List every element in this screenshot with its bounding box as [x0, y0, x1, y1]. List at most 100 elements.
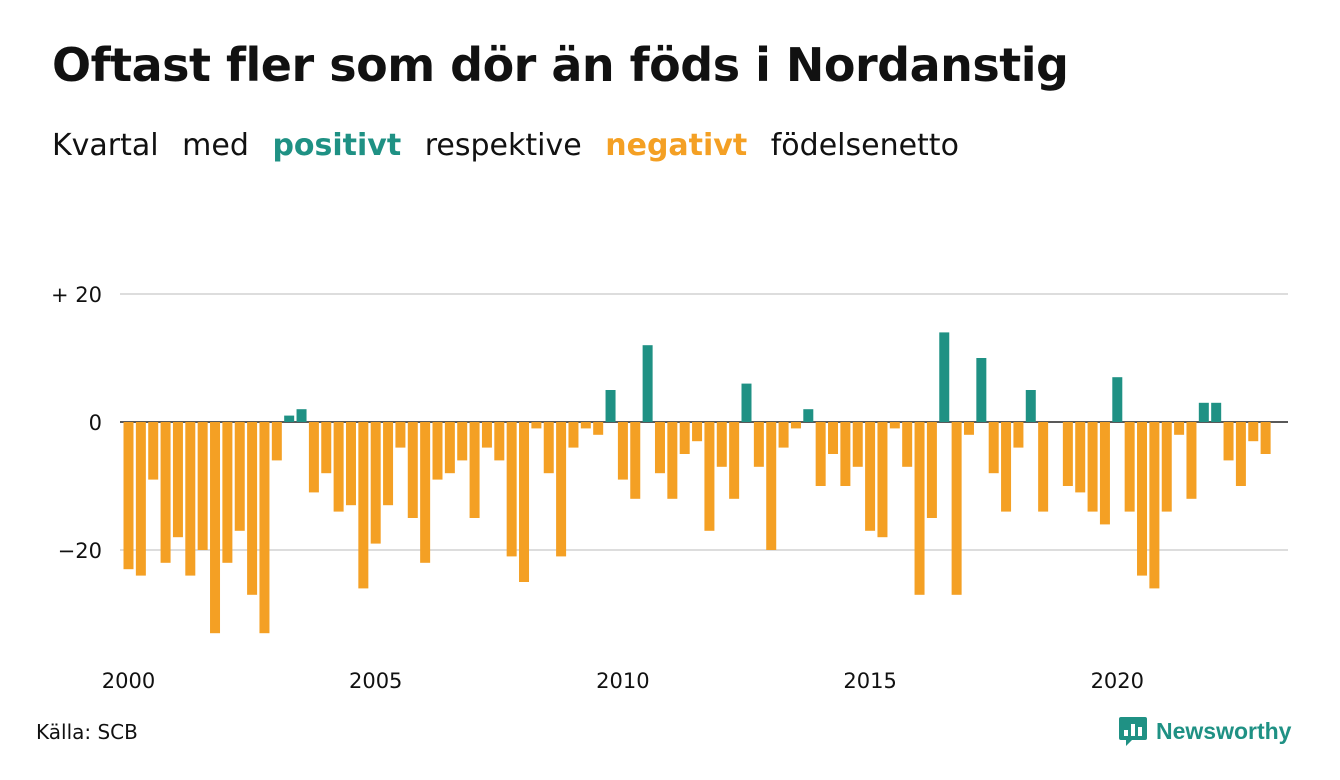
bar-positive — [1112, 377, 1123, 422]
bar-negative — [148, 422, 159, 480]
bar-negative — [1248, 422, 1259, 442]
bar-negative — [1161, 422, 1172, 512]
bar-negative — [1137, 422, 1148, 576]
bar-negative — [259, 422, 270, 634]
bar-negative — [210, 422, 221, 634]
bar-negative — [692, 422, 703, 442]
bar-negative — [1001, 422, 1012, 512]
bar-positive — [803, 409, 814, 422]
axis-labels: + 20 0 −20 2000 2005 2010 2015 2020 — [51, 283, 1144, 693]
bar-negative — [790, 422, 801, 429]
x-tick-label: 2005 — [349, 669, 402, 693]
bar-negative — [358, 422, 369, 589]
bar-negative — [432, 422, 443, 480]
bar-positive — [642, 345, 653, 422]
x-tick-label: 2010 — [596, 669, 649, 693]
bar-negative — [1149, 422, 1160, 589]
bar-negative — [828, 422, 839, 454]
bar-negative — [1174, 422, 1185, 435]
subtitle-part-2: respektive — [424, 128, 582, 163]
chart-title: Oftast fler som dör än föds i Nordanstig — [52, 38, 1069, 92]
y-tick-label: 0 — [89, 411, 102, 435]
bar-negative — [704, 422, 715, 531]
bar-negative — [1038, 422, 1049, 512]
brand-logo: Newsworthy — [1118, 714, 1291, 748]
bar-negative — [321, 422, 332, 474]
bar-negative — [247, 422, 258, 595]
bar-positive — [1211, 402, 1222, 422]
bar-positive — [605, 390, 616, 422]
bar-negative — [271, 422, 282, 461]
bar-positive — [741, 383, 752, 422]
bar-negative — [160, 422, 171, 563]
bar-negative — [667, 422, 678, 499]
bar-negative — [494, 422, 505, 461]
bar-negative — [234, 422, 245, 531]
bar-negative — [1223, 422, 1234, 461]
bar-negative — [815, 422, 826, 486]
subtitle-positive-word: positivt — [272, 128, 402, 163]
bar-negative — [877, 422, 888, 538]
bar-negative — [852, 422, 863, 467]
bar-positive — [1025, 390, 1036, 422]
bar-negative — [506, 422, 517, 557]
y-tick-label: + 20 — [51, 283, 102, 307]
bar-negative — [988, 422, 999, 474]
bar-negative — [1124, 422, 1135, 512]
bar-negative — [729, 422, 740, 499]
bar-negative — [654, 422, 665, 474]
bar-negative — [420, 422, 431, 563]
bar-negative — [840, 422, 851, 486]
bars — [123, 332, 1271, 634]
bar-negative — [753, 422, 764, 467]
bar-negative — [889, 422, 900, 429]
chart-subtitle: Kvartal med positivt respektive negativt… — [52, 128, 959, 163]
bar-negative — [135, 422, 146, 576]
bar-negative — [1260, 422, 1271, 454]
bar-negative — [519, 422, 530, 582]
x-tick-label: 2000 — [102, 669, 155, 693]
bar-positive — [976, 358, 987, 422]
bar-positive — [1198, 402, 1209, 422]
bar-negative — [679, 422, 690, 454]
bar-positive — [939, 332, 950, 422]
bar-negative — [630, 422, 641, 499]
bar-negative — [865, 422, 876, 531]
bar-negative — [926, 422, 937, 518]
bar-negative — [1099, 422, 1110, 525]
bar-negative — [383, 422, 394, 506]
bar-positive — [296, 409, 307, 422]
bar-negative — [778, 422, 789, 448]
bar-negative — [222, 422, 233, 563]
subtitle-negative-word: negativt — [605, 128, 748, 163]
x-tick-label: 2015 — [843, 669, 896, 693]
bar-negative — [308, 422, 319, 493]
bar-negative — [395, 422, 406, 448]
bar-negative — [444, 422, 455, 474]
y-tick-label: −20 — [58, 539, 102, 563]
bar-negative — [531, 422, 542, 429]
bar-negative — [172, 422, 183, 538]
bar-negative — [593, 422, 604, 435]
bar-negative — [914, 422, 925, 595]
bar-negative — [469, 422, 480, 518]
bar-negative — [543, 422, 554, 474]
bar-negative — [1087, 422, 1098, 512]
bar-negative — [457, 422, 468, 461]
bar-negative — [716, 422, 727, 467]
x-tick-label: 2020 — [1091, 669, 1144, 693]
bar-negative — [333, 422, 344, 512]
bar-negative — [407, 422, 418, 518]
newsworthy-logo-icon — [1119, 717, 1147, 746]
bar-negative — [481, 422, 492, 448]
bar-negative — [963, 422, 974, 435]
bar-negative — [1062, 422, 1073, 486]
bar-negative — [197, 422, 208, 550]
bar-negative — [123, 422, 134, 570]
bar-negative — [617, 422, 628, 480]
bar-negative — [766, 422, 777, 550]
subtitle-part-3: födelsenetto — [770, 128, 959, 163]
bar-negative — [370, 422, 381, 544]
bar-negative — [185, 422, 196, 576]
